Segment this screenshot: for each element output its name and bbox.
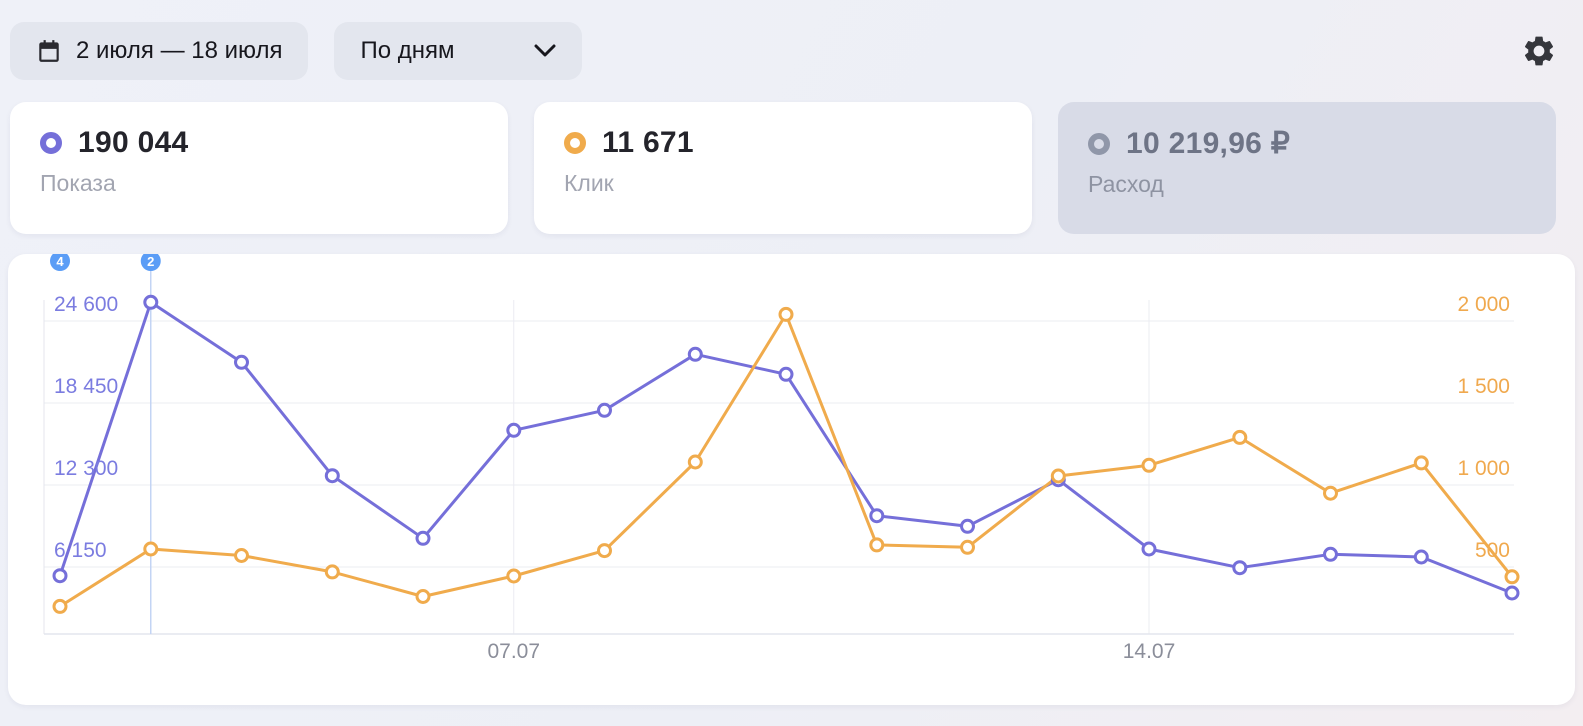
x-axis-tick: 07.07 (487, 640, 540, 663)
impressions-point[interactable] (869, 508, 885, 524)
granularity-dropdown[interactable]: По дням (334, 22, 583, 80)
metric-card-impressions[interactable]: 190 044 Показа (10, 102, 508, 234)
date-range-label: 2 июля — 18 июля (76, 37, 283, 64)
clicks-point[interactable] (52, 598, 68, 614)
clicks-point[interactable] (415, 589, 431, 604)
clicks-point[interactable] (1232, 429, 1248, 445)
impressions-point[interactable] (960, 518, 975, 534)
event-badge-count: 2 (147, 254, 154, 269)
toolbar: 2 июля — 18 июля По дням (0, 0, 1583, 80)
chart-card: 6 150 12 300 18 450 24 600 500 1 000 1 500 2 00… (8, 254, 1575, 705)
clicks-ring-icon (564, 132, 586, 154)
clicks-point[interactable] (869, 537, 885, 553)
clicks-point[interactable] (234, 548, 249, 563)
clicks-point[interactable] (506, 568, 522, 584)
impressions-point[interactable] (1141, 541, 1157, 557)
impressions-line (58, 300, 1513, 595)
clicks-point[interactable] (597, 543, 612, 559)
impressions-value: 190 044 (78, 126, 189, 159)
event-badge[interactable] (140, 254, 161, 271)
event-badge[interactable] (50, 254, 70, 271)
impressions-point[interactable] (415, 530, 431, 546)
impressions-point[interactable] (1504, 585, 1520, 601)
impressions-point[interactable] (597, 402, 612, 418)
clicks-point[interactable] (1413, 455, 1429, 471)
impressions-point[interactable] (1323, 546, 1338, 562)
clicks-point[interactable] (143, 541, 159, 557)
gear-icon (1524, 36, 1554, 66)
clicks-point[interactable] (1323, 485, 1338, 501)
clicks-point[interactable] (687, 454, 703, 470)
impressions-ring-icon (40, 132, 62, 154)
clicks-point[interactable] (1141, 457, 1157, 473)
right-axis-tick: 2 000 (1457, 293, 1510, 316)
metrics-line-chart[interactable]: 6 150 12 300 18 450 24 600 500 1 000 1 500 2 00… (8, 254, 1575, 705)
left-axis-tick: 24 600 (54, 293, 118, 316)
left-axis-tick: 18 450 (54, 375, 118, 398)
impressions-point[interactable] (1232, 560, 1248, 576)
right-axis-tick: 500 (1475, 539, 1510, 562)
granularity-value: По дням (360, 37, 455, 64)
clicks-line (59, 312, 1514, 608)
x-axis-tick: 14.07 (1123, 640, 1176, 663)
impressions-point[interactable] (778, 366, 794, 382)
impressions-point[interactable] (687, 346, 703, 362)
date-range-button[interactable]: 2 июля — 18 июля (10, 22, 309, 80)
impressions-point[interactable] (52, 568, 68, 584)
spend-ring-icon (1088, 132, 1110, 155)
right-axis-tick: 1 500 (1457, 375, 1510, 398)
clicks-value: 11 671 (602, 126, 694, 159)
clicks-point[interactable] (1504, 569, 1520, 585)
spend-value: 10 219,96 ₽ (1126, 127, 1291, 160)
chevron-down-icon (534, 44, 556, 57)
settings-button[interactable] (1521, 33, 1557, 69)
right-axis-tick: 1 000 (1457, 457, 1510, 480)
impressions-point[interactable] (506, 422, 522, 438)
left-axis-tick: 6 150 (54, 539, 107, 562)
clicks-point[interactable] (324, 564, 340, 580)
spend-label: Расход (1088, 171, 1164, 197)
impressions-point[interactable] (143, 294, 159, 310)
clicks-point[interactable] (778, 306, 794, 322)
calendar-icon (39, 40, 59, 62)
impressions-point[interactable] (324, 468, 340, 484)
clicks-label: Клик (564, 170, 614, 196)
impressions-label: Показа (40, 170, 116, 196)
metric-cards: 190 044 Показа 11 671 Клик 10 219,96 ₽ Р… (10, 102, 1556, 234)
left-axis-tick: 12 300 (54, 457, 118, 480)
impressions-point[interactable] (1413, 549, 1429, 565)
clicks-point[interactable] (960, 539, 975, 555)
event-badge-count: 4 (56, 254, 64, 269)
impressions-point[interactable] (234, 354, 249, 370)
metric-card-clicks[interactable]: 11 671 Клик (534, 102, 1032, 234)
metric-card-spend[interactable]: 10 219,96 ₽ Расход (1058, 102, 1556, 234)
clicks-point[interactable] (1050, 468, 1066, 484)
